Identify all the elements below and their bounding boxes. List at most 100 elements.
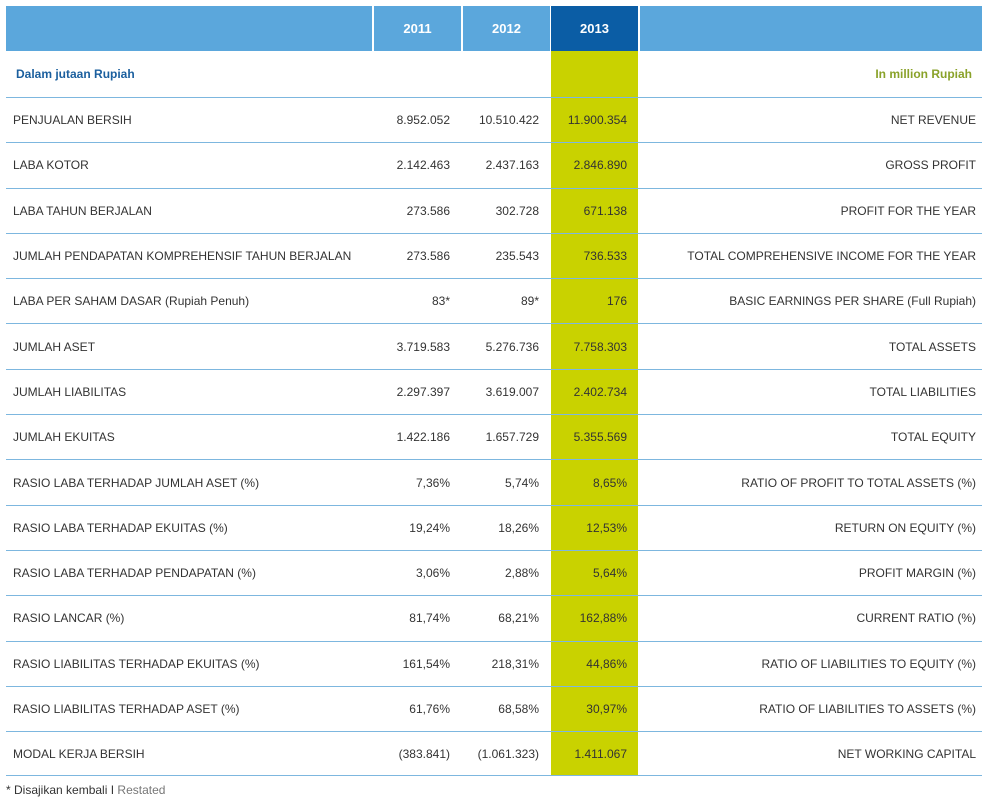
table-row: RASIO LABA TERHADAP EKUITAS (%) 19,24% 18,… xyxy=(6,504,982,550)
row-label-en: TOTAL COMPREHENSIVE INCOME FOR THE YEAR xyxy=(687,249,976,264)
value-2011: (383.841) xyxy=(398,746,450,761)
table-row: RASIO LABA TERHADAP JUMLAH ASET (%) 7,36%… xyxy=(6,459,982,504)
footnote-separator: I xyxy=(110,783,115,797)
row-label: LABA TAHUN BERJALAN xyxy=(13,203,152,218)
value-2013: 2.846.890 xyxy=(573,158,627,173)
row-label-en: PROFIT FOR THE YEAR xyxy=(840,203,976,218)
value-2012: 10.510.422 xyxy=(478,113,539,128)
table-row: PENJUALAN BERSIH 8.952.052 10.510.422 11.90… xyxy=(6,97,982,142)
value-2011: 161,54% xyxy=(402,656,450,671)
value-2012: (1.061.323) xyxy=(477,746,539,761)
row-label: PENJUALAN BERSIH xyxy=(13,113,132,128)
table-row: LABA PER SAHAM DASAR (Rupiah Penuh) 83* 89… xyxy=(6,278,982,323)
value-2011: 2.297.397 xyxy=(396,384,450,399)
table-row: RASIO LABA TERHADAP PENDAPATAN (%) 3,06% 2… xyxy=(6,549,982,595)
value-2011: 2.142.463 xyxy=(396,158,450,173)
table-row: JUMLAH PENDAPATAN KOMPREHENSIF TAHUN BER… xyxy=(6,232,982,278)
value-2011: 83* xyxy=(431,294,450,309)
value-2013: 44,86% xyxy=(586,656,627,671)
value-2011: 7,36% xyxy=(415,475,450,490)
value-2013: 2.402.734 xyxy=(573,384,627,399)
value-2013: 671.138 xyxy=(583,203,627,218)
row-label: MODAL KERJA BERSIH xyxy=(13,746,145,761)
table-row: LABA TAHUN BERJALAN 273.586 302.728 671.138… xyxy=(6,187,982,233)
value-2011: 3,06% xyxy=(415,566,450,581)
row-label-en: BASIC EARNINGS PER SHARE (Full Rupiah) xyxy=(729,294,976,309)
row-label: LABA KOTOR xyxy=(13,158,89,173)
table-row: JUMLAH LIABILITAS 2.297.397 3.619.007 2.402… xyxy=(6,368,982,414)
table-row: MODAL KERJA BERSIH (383.841) (1.061.323) 1.… xyxy=(6,731,982,777)
table-row: RASIO LANCAR (%) 81,74% 68,21% 162,88% CURRE… xyxy=(6,595,982,640)
row-label-en: GROSS PROFIT xyxy=(885,158,976,173)
value-2011: 3.719.583 xyxy=(396,339,450,354)
value-2013: 176 xyxy=(606,294,627,309)
row-label-en: RATIO OF PROFIT TO TOTAL ASSETS (%) xyxy=(741,475,976,490)
value-2012: 18,26% xyxy=(498,520,539,535)
value-2011: 81,74% xyxy=(409,611,450,626)
value-2013: 30,97% xyxy=(586,702,627,716)
row-label: JUMLAH ASET xyxy=(13,339,96,354)
value-2012: 68,58% xyxy=(498,702,539,716)
header-year-2012: 2012 xyxy=(463,6,550,51)
value-2011: 8.952.052 xyxy=(396,113,450,128)
row-label-en: NET REVENUE xyxy=(890,113,976,128)
value-2012: 235.543 xyxy=(495,249,539,264)
value-2012: 218,31% xyxy=(491,656,539,671)
value-2013: 162,88% xyxy=(579,611,627,626)
value-2011: 273.586 xyxy=(406,203,450,218)
table-row: JUMLAH ASET 3.719.583 5.276.736 7.758.303 TO… xyxy=(6,323,982,368)
value-2013: 8,65% xyxy=(592,475,627,490)
table-header: 2011 2012 2013 xyxy=(6,6,982,51)
row-label: RASIO LANCAR (%) xyxy=(13,611,125,626)
value-2012: 5,74% xyxy=(504,475,539,490)
row-label: RASIO LABA TERHADAP PENDAPATAN (%) xyxy=(13,566,256,581)
value-2011: 1.422.186 xyxy=(396,430,450,445)
value-2012: 302.728 xyxy=(495,203,539,218)
value-2013: 1.411.067 xyxy=(574,746,628,761)
financial-table: PENJUALAN BERSIH 8.952.052 10.510.422 11.90… xyxy=(6,97,982,777)
row-label: JUMLAH PENDAPATAN KOMPREHENSIF TAHUN BER… xyxy=(13,249,352,264)
value-2013: 5,64% xyxy=(592,566,627,581)
value-2012: 1.657.729 xyxy=(485,430,539,445)
table-row: JUMLAH EKUITAS 1.422.186 1.657.729 5.355.56… xyxy=(6,414,982,459)
value-2013: 5.355.569 xyxy=(573,430,627,445)
row-label: LABA PER SAHAM DASAR (Rupiah Penuh) xyxy=(13,294,250,309)
header-year-2011: 2011 xyxy=(374,6,461,51)
value-2011: 273.586 xyxy=(406,249,450,264)
value-2013: 12,53% xyxy=(586,520,627,535)
row-label-en: RETURN ON EQUITY (%) xyxy=(834,520,976,535)
table-row: LABA KOTOR 2.142.463 2.437.163 2.846.890 GRO… xyxy=(6,142,982,187)
value-2011: 19,24% xyxy=(409,520,450,535)
row-label: RASIO LIABILITAS TERHADAP ASET (%) xyxy=(13,702,240,716)
row-label-en: TOTAL EQUITY xyxy=(890,430,976,445)
row-label-en: TOTAL LIABILITIES xyxy=(869,384,976,399)
table-row: RASIO LIABILITAS TERHADAP EKUITAS (%) 161… xyxy=(6,640,982,686)
value-2012: 2,88% xyxy=(504,566,539,581)
unit-label-en: In million Rupiah xyxy=(875,67,972,81)
row-label: JUMLAH LIABILITAS xyxy=(13,384,127,399)
row-label-en: NET WORKING CAPITAL xyxy=(837,746,976,761)
header-blank-left xyxy=(6,6,372,51)
row-label-en: CURRENT RATIO (%) xyxy=(856,611,976,626)
table-row: RASIO LIABILITAS TERHADAP ASET (%) 61,76%… xyxy=(6,685,982,731)
unit-label-id: Dalam jutaan Rupiah xyxy=(16,67,135,81)
footnote: * Disajikan kembali I Restated xyxy=(6,783,165,797)
value-2012: 89* xyxy=(520,294,539,309)
row-label-en: PROFIT MARGIN (%) xyxy=(858,566,976,581)
row-label-en: RATIO OF LIABILITIES TO EQUITY (%) xyxy=(761,656,977,671)
value-2012: 3.619.007 xyxy=(485,384,539,399)
value-2013: 736.533 xyxy=(583,249,627,264)
highlight-column-2013 xyxy=(551,51,638,776)
header-year-2013: 2013 xyxy=(551,6,638,51)
row-label: JUMLAH EKUITAS xyxy=(13,430,115,445)
value-2011: 61,76% xyxy=(409,702,450,716)
header-blank-right xyxy=(640,6,982,51)
footnote-id: * Disajikan kembali xyxy=(6,783,108,797)
value-2013: 7.758.303 xyxy=(573,339,627,354)
row-label-en: RATIO OF LIABILITIES TO ASSETS (%) xyxy=(759,702,976,716)
row-label-en: TOTAL ASSETS xyxy=(888,339,976,354)
row-label: RASIO LABA TERHADAP EKUITAS (%) xyxy=(13,520,228,535)
value-2012: 68,21% xyxy=(498,611,539,626)
footnote-en: Restated xyxy=(117,783,166,797)
value-2012: 5.276.736 xyxy=(485,339,539,354)
